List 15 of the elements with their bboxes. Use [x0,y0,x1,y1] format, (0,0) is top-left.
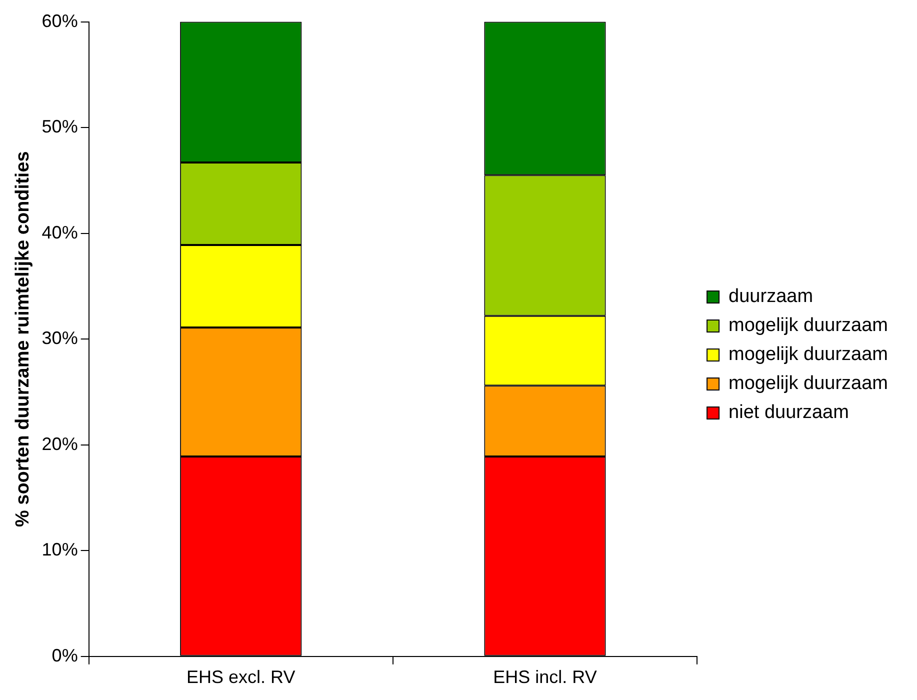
x-tick-label: EHS excl. RV [186,667,296,688]
y-axis-title: % soorten duurzame ruimtelijke condities [12,151,34,528]
y-tick-label: 30% [42,328,78,348]
legend-label: duurzaam [728,286,814,308]
y-tick-label: 10% [42,540,78,560]
y-tick-label: 40% [42,222,78,242]
y-tick-label: 60% [42,10,78,31]
legend-label: mogelijk duurzaam [728,344,888,366]
x-tick-label: EHS incl. RV [493,667,597,688]
legend-label: mogelijk duurzaam [728,373,888,394]
y-tick-label: 20% [42,434,78,454]
legend-label: mogelijk duurzaam [728,315,888,336]
y-tick-label: 0% [52,645,78,666]
legend-label: niet duurzaam [728,402,849,424]
y-tick-label: 50% [42,116,78,137]
